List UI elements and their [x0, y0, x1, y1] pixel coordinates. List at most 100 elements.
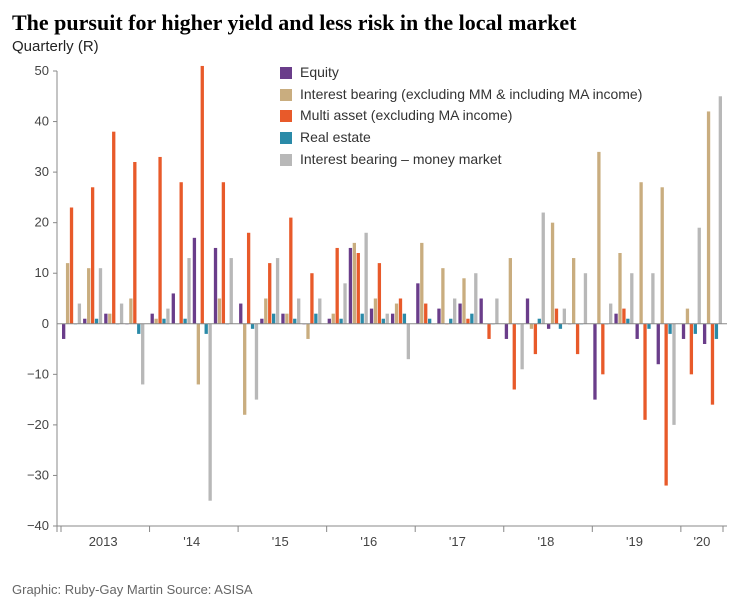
bar [193, 238, 196, 324]
bar [104, 314, 107, 324]
bar [424, 304, 427, 324]
bar [391, 314, 394, 324]
x-axis-label: '18 [537, 534, 554, 549]
legend-label: Multi asset (excluding MA income) [300, 105, 512, 127]
bar [339, 319, 342, 324]
bar [205, 324, 208, 334]
bar [332, 314, 335, 324]
bar [349, 248, 352, 324]
svg-text:−10: −10 [27, 366, 49, 381]
legend-swatch [280, 110, 292, 122]
bar [441, 268, 444, 324]
x-axis-label: '20 [693, 534, 710, 549]
bar [272, 314, 275, 324]
bar [626, 319, 629, 324]
bar [293, 319, 296, 324]
bar [357, 253, 360, 324]
bar [172, 293, 175, 323]
bar [370, 309, 373, 324]
legend-label: Equity [300, 62, 339, 84]
bar [622, 309, 625, 324]
bar [99, 268, 102, 324]
legend-label: Interest bearing (excluding MM & includi… [300, 84, 642, 106]
bar [651, 273, 654, 324]
svg-text:−20: −20 [27, 417, 49, 432]
legend-label: Interest bearing – money market [300, 149, 502, 171]
bar [647, 324, 650, 329]
bar [513, 324, 516, 390]
bar [268, 263, 271, 324]
svg-text:40: 40 [35, 114, 49, 129]
bar [453, 299, 456, 324]
bar [382, 319, 385, 324]
bar [534, 324, 537, 354]
bar [251, 324, 254, 329]
bar [495, 299, 498, 324]
svg-text:0: 0 [42, 316, 49, 331]
bar [601, 324, 604, 375]
bar [70, 208, 73, 324]
bar [281, 314, 284, 324]
bar [530, 324, 533, 329]
bar [239, 304, 242, 324]
bar [120, 304, 123, 324]
bar [711, 324, 714, 405]
bar [91, 187, 94, 324]
bar [559, 324, 562, 329]
bar [83, 319, 86, 324]
x-axis-label: '14 [183, 534, 200, 549]
bar [542, 213, 545, 324]
bar [551, 223, 554, 324]
bar [187, 258, 190, 324]
bar [672, 324, 675, 425]
bar [87, 268, 90, 324]
bar [255, 324, 258, 400]
bar [474, 273, 477, 324]
bar [664, 324, 667, 486]
bar [230, 258, 233, 324]
legend: EquityInterest bearing (excluding MM & i… [280, 62, 642, 170]
bar [306, 324, 309, 339]
bar [576, 324, 579, 354]
bar [108, 314, 111, 324]
bar [428, 319, 431, 324]
bar [643, 324, 646, 420]
bar [386, 314, 389, 324]
bar [399, 299, 402, 324]
chart-subtitle: Quarterly (R) [12, 38, 738, 55]
bar [314, 314, 317, 324]
bar [133, 162, 136, 324]
bar [526, 299, 529, 324]
bar [247, 233, 250, 324]
bar [180, 182, 183, 324]
bar [480, 299, 483, 324]
bar [328, 319, 331, 324]
bar [694, 324, 697, 334]
bar [364, 233, 367, 324]
bar [151, 314, 154, 324]
bar [703, 324, 706, 344]
bar [183, 319, 186, 324]
bar [222, 182, 225, 324]
legend-swatch [280, 67, 292, 79]
bar [458, 304, 461, 324]
bar [584, 273, 587, 324]
svg-text:−30: −30 [27, 467, 49, 482]
bar [668, 324, 671, 334]
bar [378, 263, 381, 324]
bar [487, 324, 490, 339]
bar [162, 319, 165, 324]
bar [197, 324, 200, 385]
bar [682, 324, 685, 339]
legend-swatch [280, 89, 292, 101]
bar [214, 248, 217, 324]
bar [297, 299, 300, 324]
legend-item-equity: Equity [280, 62, 642, 84]
bar [636, 324, 639, 339]
bar [141, 324, 144, 385]
bar [715, 324, 718, 339]
bar [62, 324, 65, 339]
x-axis-label: '16 [360, 534, 377, 549]
bar [407, 324, 410, 359]
legend-item-multi_asset: Multi asset (excluding MA income) [280, 105, 642, 127]
